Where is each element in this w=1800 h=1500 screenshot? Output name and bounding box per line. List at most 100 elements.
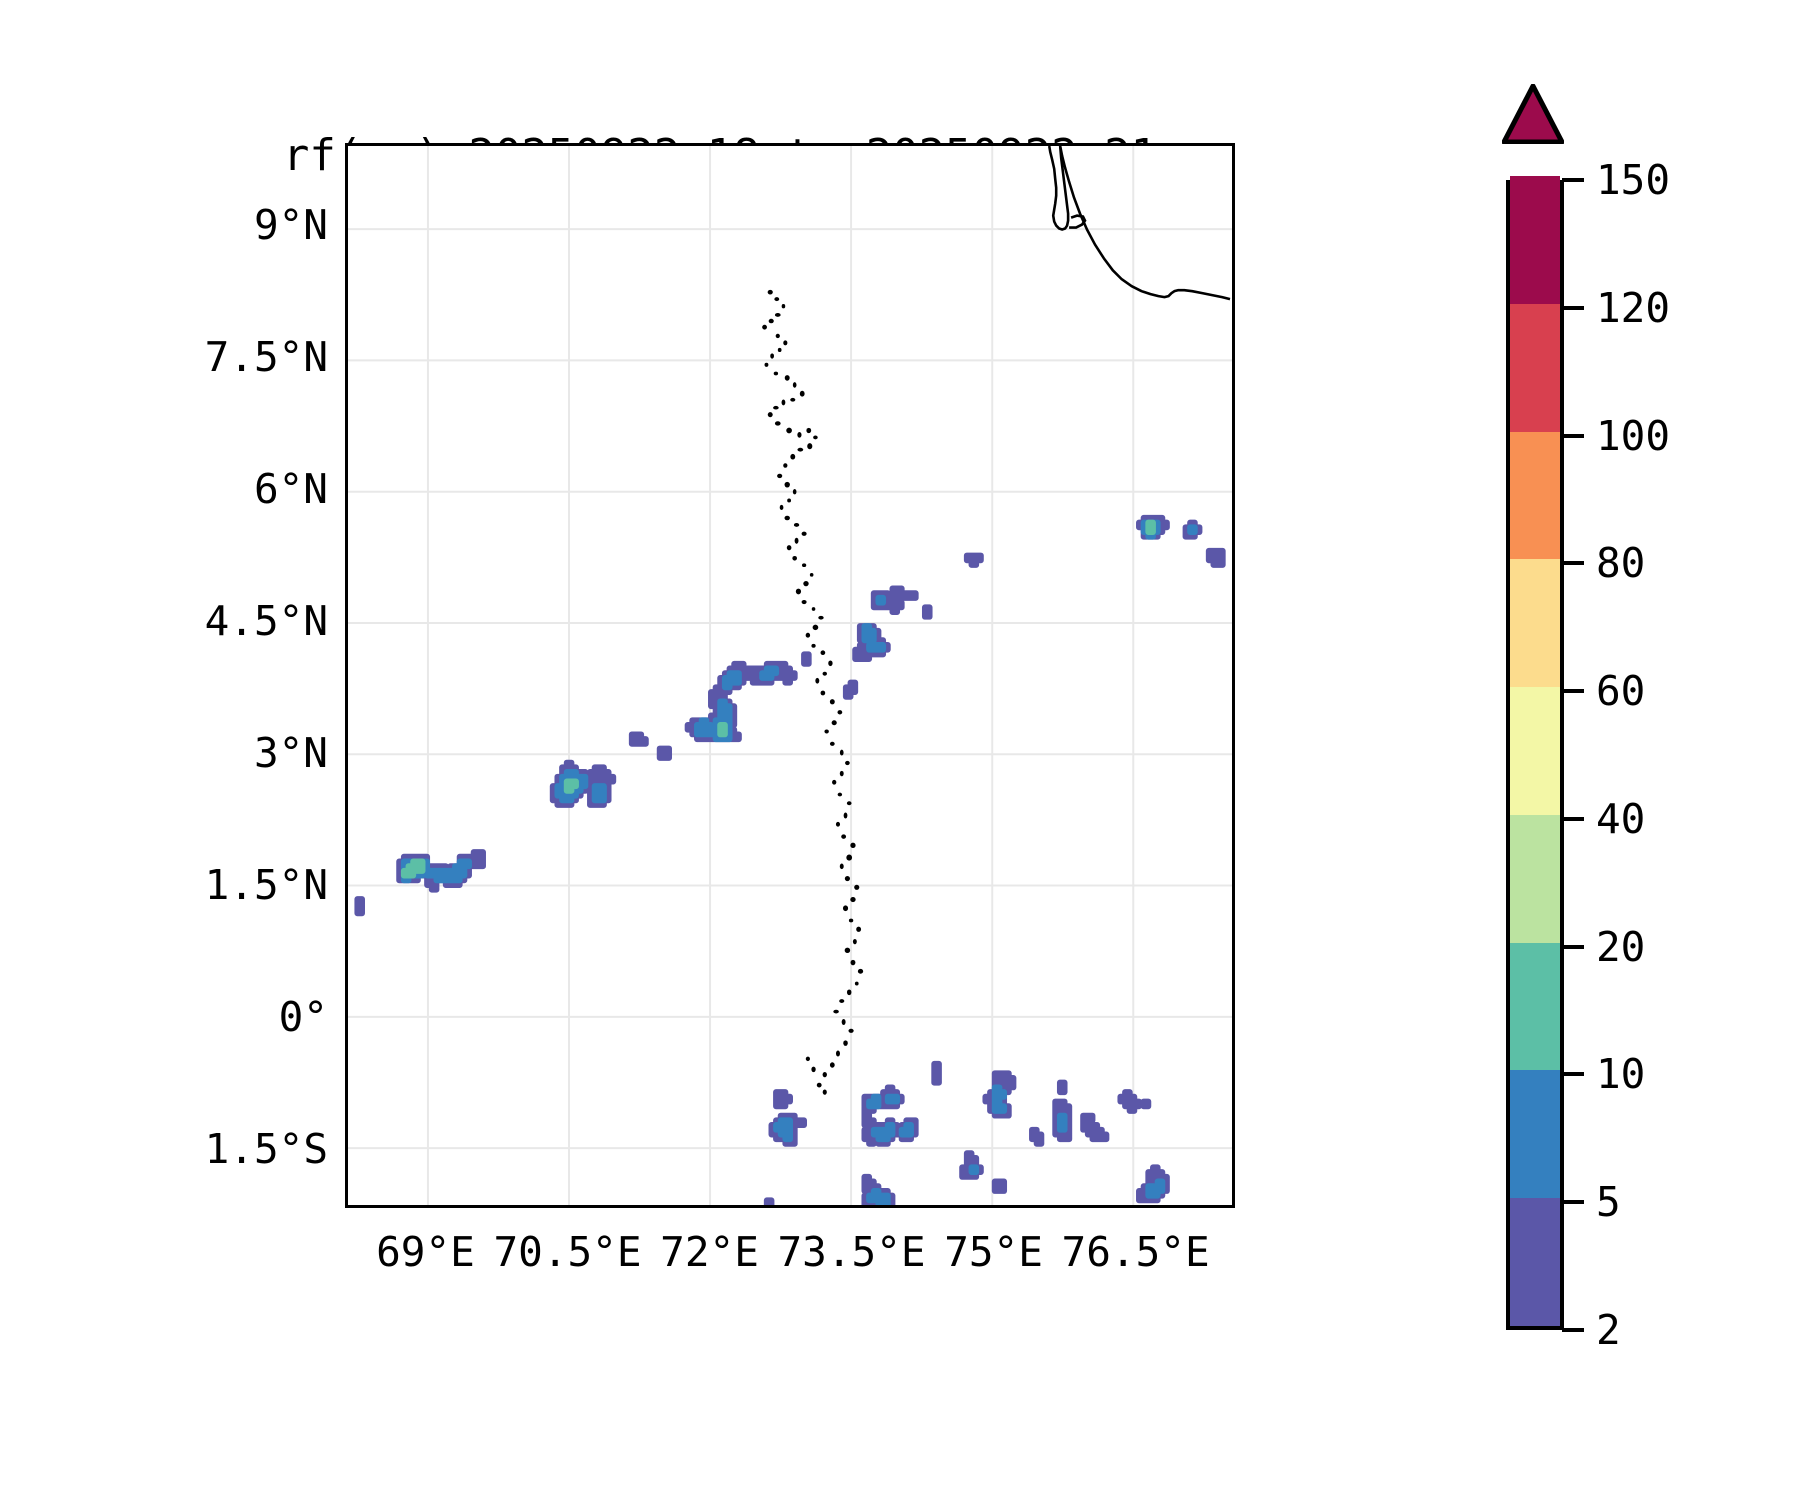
island-marker [854, 981, 859, 986]
island-marker [770, 353, 774, 359]
colorbar-tick-mark [1562, 944, 1584, 949]
colorbar[interactable]: 2 5 10 20 40 60 80 100 120 150 [1500, 84, 1800, 1354]
island-marker [786, 545, 792, 551]
island-marker [857, 968, 864, 974]
map-plot-area[interactable] [345, 143, 1235, 1208]
island-marker [764, 362, 769, 367]
rainfall-contour-canvas [348, 146, 1232, 1205]
island-marker [815, 677, 820, 684]
colorbar-tick-label: 5 [1596, 1178, 1621, 1227]
colorbar-tick-mark [1562, 816, 1584, 821]
colorbar-segment [1510, 303, 1560, 432]
island-marker [792, 382, 797, 388]
colorbar-tick-label: 60 [1596, 667, 1646, 716]
island-marker [839, 999, 845, 1003]
island-marker [781, 399, 786, 406]
y-tick-label: 3°N [253, 728, 328, 777]
island-marker [841, 834, 847, 839]
island-marker [835, 1050, 840, 1057]
island-marker [767, 412, 773, 418]
island-marker [773, 405, 779, 410]
island-marker [812, 624, 819, 631]
y-tick-label: 1.5°N [204, 860, 328, 909]
colorbar-segment [1510, 431, 1560, 560]
island-marker [844, 875, 851, 882]
island-marker [797, 432, 802, 438]
island-marker [852, 938, 857, 945]
island-marker [846, 801, 852, 806]
island-marker [837, 710, 843, 715]
island-marker [784, 481, 790, 488]
island-marker [797, 447, 804, 452]
island-marker [844, 947, 851, 954]
island-marker [839, 863, 844, 870]
island-marker [841, 1019, 846, 1026]
colorbar-segment [1510, 814, 1560, 943]
island-marker [784, 375, 790, 381]
island-marker [846, 854, 853, 861]
island-marker [832, 779, 837, 785]
island-marker [856, 926, 862, 932]
island-marker [828, 660, 833, 667]
island-marker [795, 588, 802, 595]
colorbar-segment [1510, 559, 1560, 688]
island-marker [811, 607, 816, 611]
island-marker [803, 580, 809, 587]
colorbar-extend-arrow [1502, 84, 1564, 144]
island-marker [774, 297, 780, 302]
island-marker [850, 842, 856, 849]
x-tick-label: 70.5°E [493, 1228, 642, 1276]
island-marker [786, 427, 792, 434]
x-tick-label: 75°E [944, 1228, 1043, 1276]
island-marker [848, 918, 854, 923]
rain-contour-level-2 [354, 514, 1226, 1205]
island-marker [829, 1062, 835, 1068]
island-marker [783, 463, 788, 468]
coast-inlet [1069, 214, 1087, 229]
island-marker [790, 453, 796, 460]
island-marker [813, 435, 818, 440]
island-marker [777, 473, 783, 479]
colorbar-gradient[interactable] [1506, 176, 1564, 1330]
colorbar-tick-mark [1562, 1328, 1584, 1332]
island-marker [811, 1066, 816, 1073]
y-tick-label: 9°N [253, 200, 328, 249]
rainfall-contours [354, 514, 1226, 1205]
island-marker [775, 333, 780, 339]
rain-contour-level-10 [400, 519, 1156, 879]
x-tick-label: 72°E [660, 1228, 759, 1276]
island-marker [829, 699, 835, 705]
colorbar-tick-label: 10 [1596, 1050, 1646, 1099]
island-marker [850, 959, 856, 966]
island-marker [822, 1089, 827, 1095]
colorbar-tick-label: 100 [1596, 411, 1671, 460]
island-marker [781, 304, 786, 309]
island-marker [774, 421, 781, 426]
colorbar-tick-mark [1562, 305, 1584, 310]
island-marker [779, 504, 784, 511]
colorbar-tick-label: 40 [1596, 794, 1646, 843]
colorbar-segment [1510, 176, 1560, 304]
india-west-coast-line [1047, 146, 1070, 231]
island-marker [768, 318, 774, 324]
colorbar-tick-label: 2 [1596, 1306, 1621, 1354]
island-marker [762, 324, 767, 330]
island-marker [818, 615, 824, 620]
island-marker [801, 531, 807, 536]
island-marker [801, 599, 807, 605]
island-marker [833, 1009, 839, 1014]
colorbar-segment [1510, 687, 1560, 815]
island-marker [824, 729, 829, 734]
island-marker [801, 563, 807, 568]
island-marker [805, 632, 811, 638]
island-marker [811, 643, 816, 648]
island-marker [784, 515, 790, 521]
colorbar-tick-label: 150 [1596, 156, 1671, 204]
island-marker [809, 573, 814, 577]
island-marker [842, 905, 849, 912]
island-marker [850, 896, 856, 903]
island-marker [767, 289, 773, 295]
island-marker [848, 1028, 854, 1033]
island-marker [805, 1056, 810, 1062]
